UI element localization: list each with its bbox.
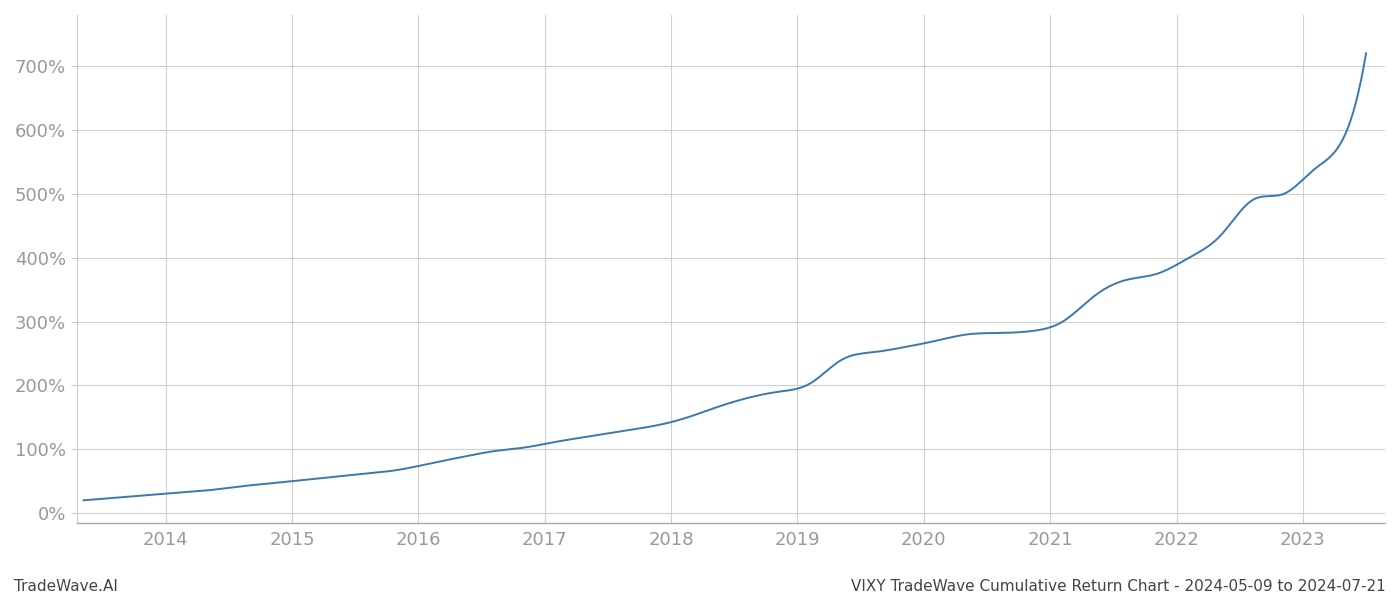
Text: VIXY TradeWave Cumulative Return Chart - 2024-05-09 to 2024-07-21: VIXY TradeWave Cumulative Return Chart -… — [851, 579, 1386, 594]
Text: TradeWave.AI: TradeWave.AI — [14, 579, 118, 594]
